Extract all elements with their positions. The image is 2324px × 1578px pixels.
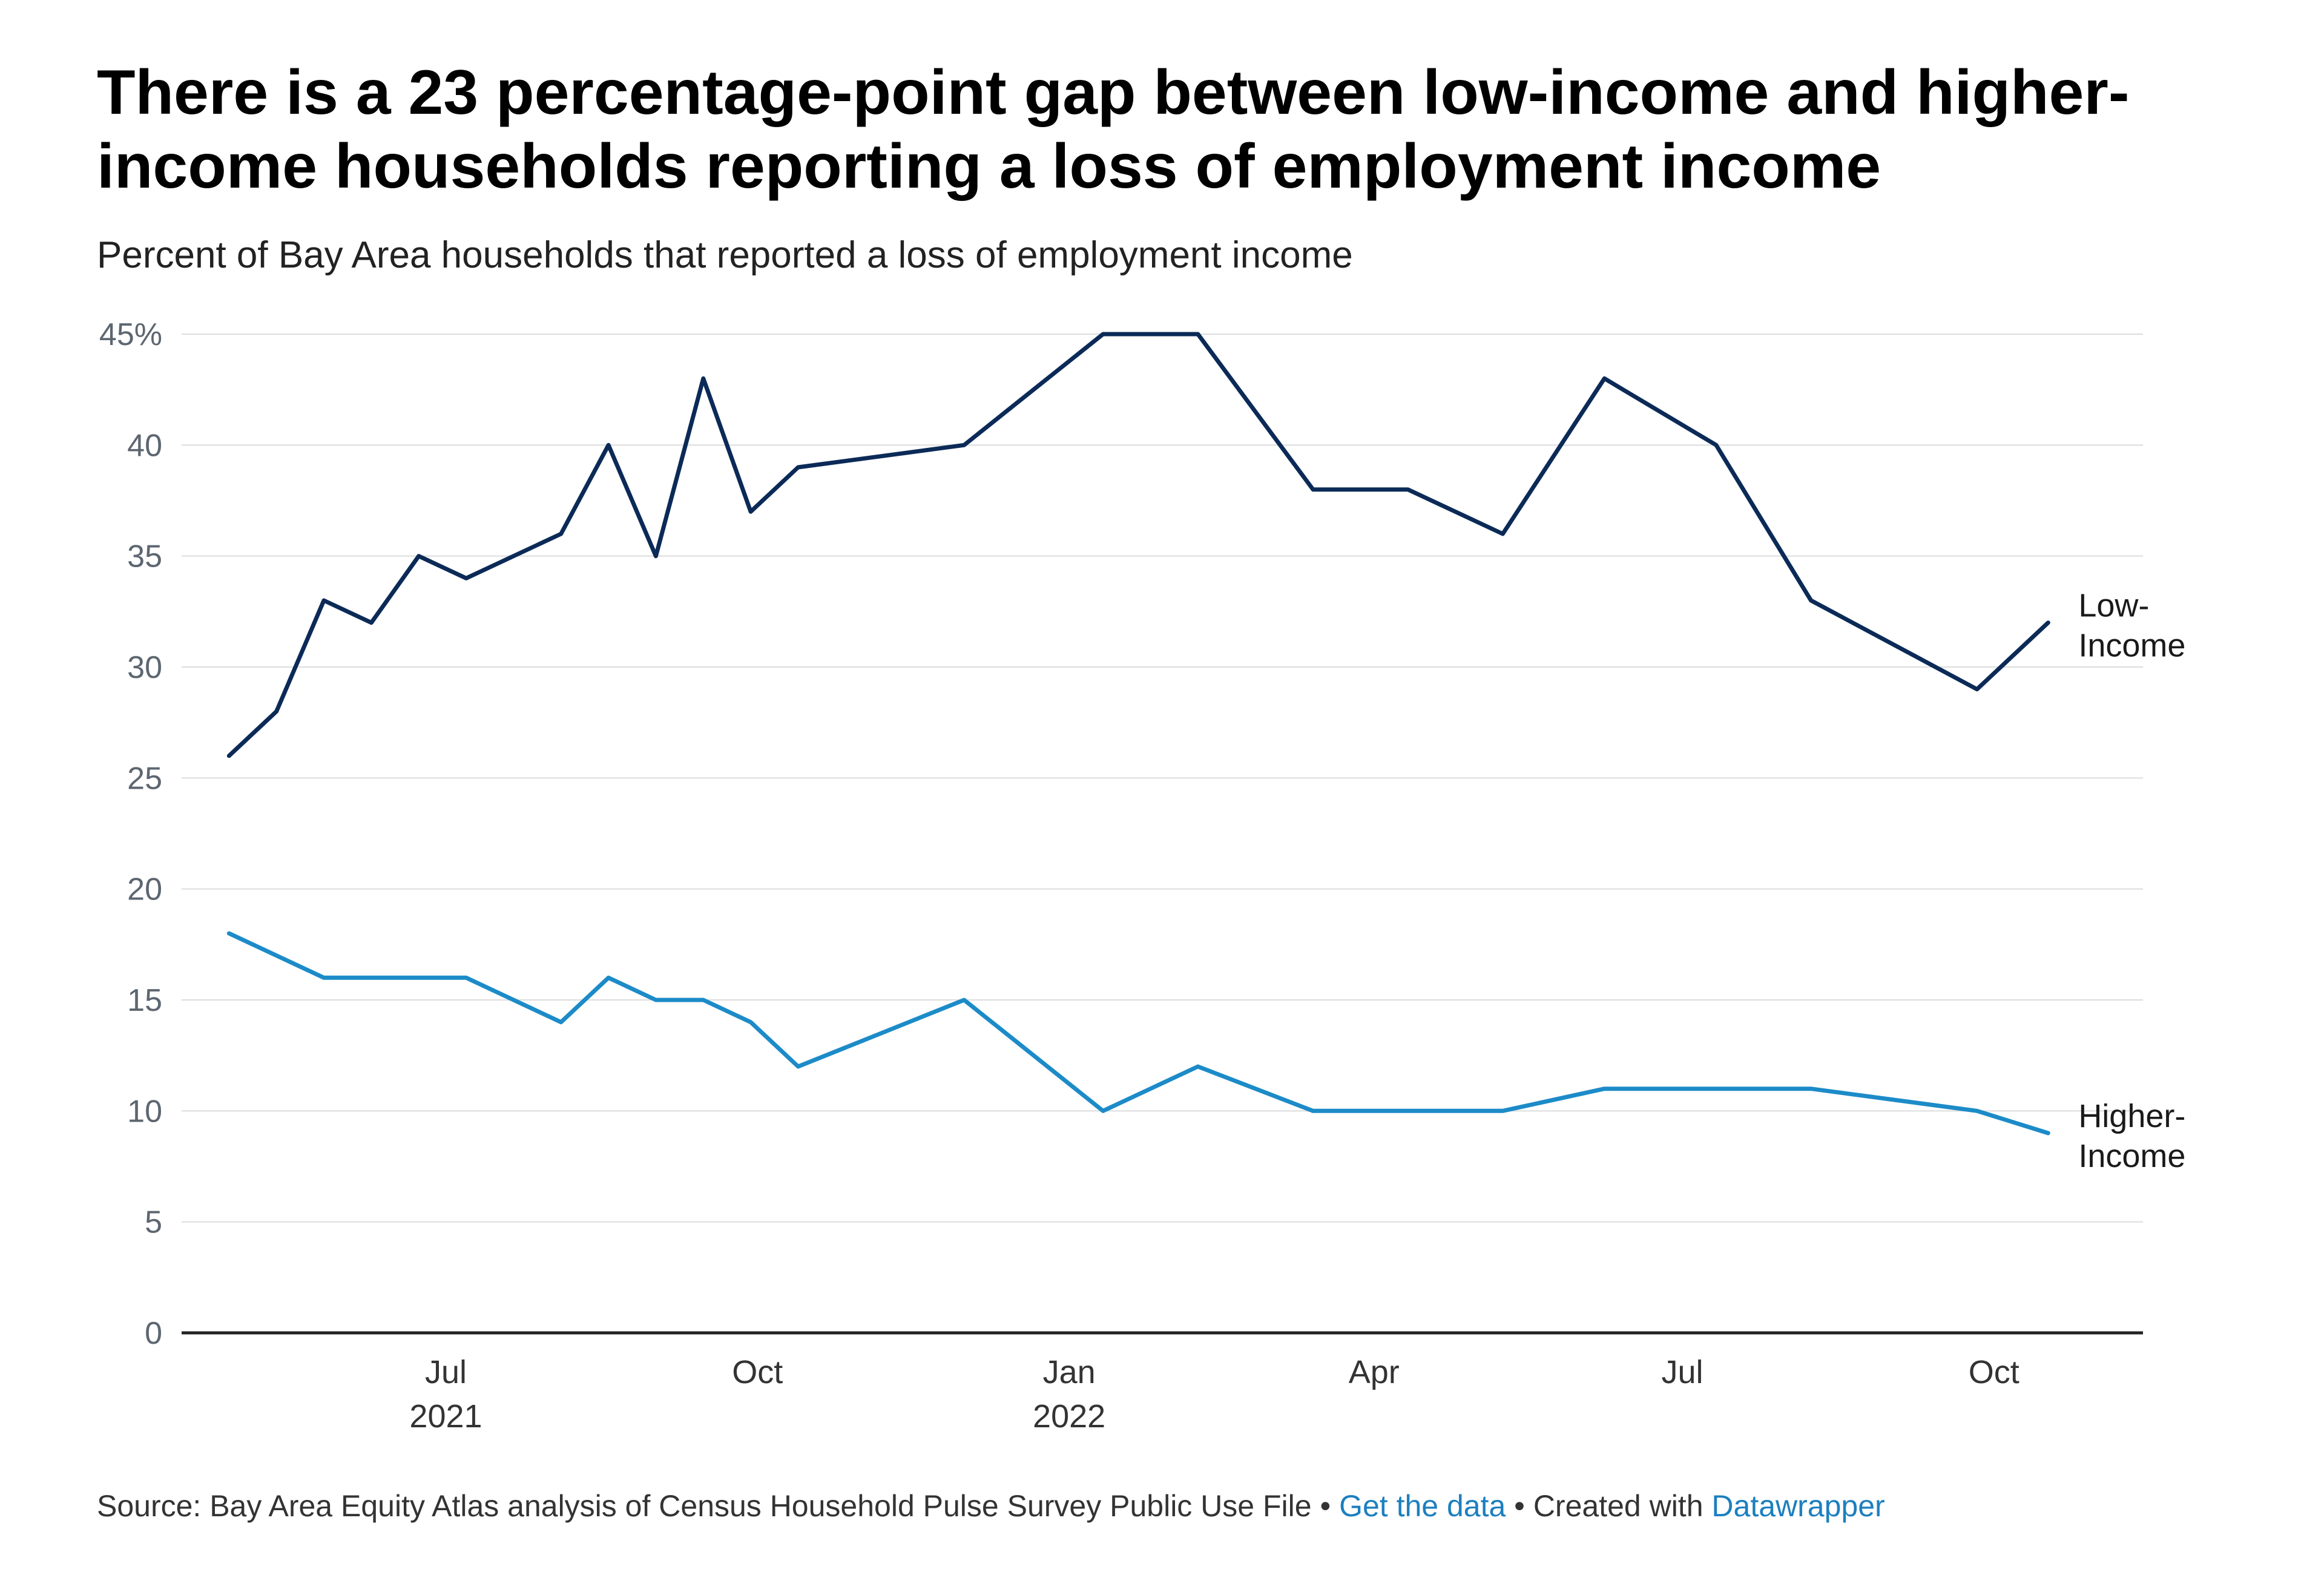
series-label-low-income: Low-Income	[2078, 588, 2185, 664]
series-lines	[226, 332, 2050, 1136]
source-note: Source: Bay Area Equity Atlas analysis o…	[97, 1489, 1312, 1523]
y-tick-label: 15	[127, 983, 162, 1018]
series-label-higher-income: Higher-Income	[2078, 1098, 2185, 1174]
x-tick-label: Oct	[732, 1354, 783, 1390]
y-tick-label: 20	[127, 872, 162, 907]
created-with-text: Created with	[1533, 1489, 1703, 1523]
datawrapper-link[interactable]: Datawrapper	[1711, 1489, 1885, 1523]
series-line-low-income	[226, 332, 2050, 758]
footer-separator: •	[1514, 1489, 1525, 1523]
x-tick-label: Jan	[1043, 1354, 1096, 1390]
chart-headline: There is a 23 percentage-point gap betwe…	[97, 58, 2130, 202]
y-tick-label: 30	[127, 650, 162, 685]
series-line-higher-income	[226, 931, 2050, 1136]
y-tick-label: 45%	[99, 317, 162, 352]
series-labels: Low-Income Higher-Income	[2078, 588, 2185, 1174]
x-tick-label: Oct	[1969, 1354, 2020, 1390]
y-tick-label: 25	[127, 761, 162, 796]
get-the-data-link[interactable]: Get the data	[1339, 1489, 1506, 1523]
footer-separator: •	[1320, 1489, 1331, 1523]
y-tick-label: 35	[127, 539, 162, 574]
gridlines	[182, 334, 2143, 1335]
y-tick-label: 40	[127, 428, 162, 463]
x-tick-label: Jul	[425, 1354, 467, 1390]
x-tick-year-label: 2021	[409, 1398, 482, 1435]
y-axis-ticks: 0 5 10 15 20 25 30 35 40 45%	[99, 317, 162, 1351]
y-tick-label: 10	[127, 1094, 162, 1129]
chart-footer: Source: Bay Area Equity Atlas analysis o…	[97, 1486, 1885, 1526]
x-tick-year-label: 2022	[1033, 1398, 1105, 1435]
y-tick-label: 5	[145, 1205, 162, 1240]
chart-subtitle: Percent of Bay Area households that repo…	[97, 234, 1353, 276]
x-tick-label: Apr	[1349, 1354, 1400, 1390]
y-tick-label: 0	[145, 1316, 162, 1351]
x-axis-ticks: Jul 2021 Oct Jan 2022 Apr Jul Oct	[409, 1354, 2019, 1435]
x-tick-label: Jul	[1661, 1354, 1703, 1390]
